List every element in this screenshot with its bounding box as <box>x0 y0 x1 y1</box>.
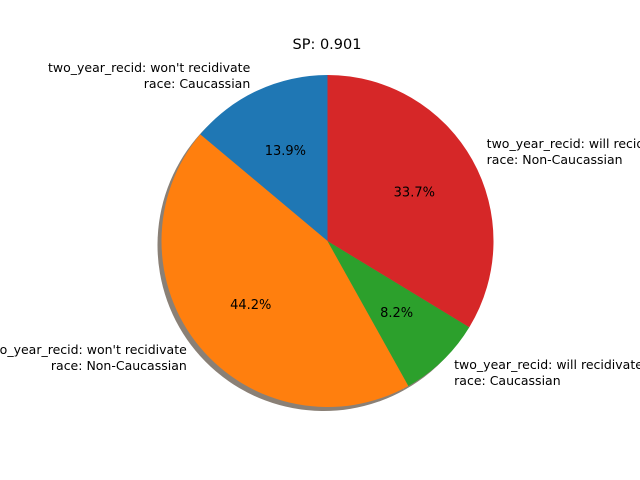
chart-title: SP: 0.901 <box>293 37 362 53</box>
slice-label-1-line-1: race: Non-Caucassian <box>51 358 187 373</box>
pie-slice-2 <box>327 241 470 386</box>
pie-slice-3 <box>327 75 494 328</box>
percent-label-0: 13.9% <box>265 144 306 159</box>
percent-labels: 13.9% 44.2% 8.2% 33.7% <box>230 144 435 321</box>
percent-label-2: 8.2% <box>380 306 413 321</box>
percent-label-1: 44.2% <box>230 298 271 313</box>
slice-label-3-line-1: race: Non-Caucassian <box>487 152 623 167</box>
pie-slice-0 <box>200 75 328 241</box>
pie-slice-1 <box>161 134 409 408</box>
percent-label-3: 33.7% <box>394 186 435 201</box>
slice-label-3-line-0: two_year_recid: will recidivate <box>487 136 640 151</box>
slice-label-2-line-0: two_year_recid: will recidivate <box>454 357 640 372</box>
slice-label-0-line-0: two_year_recid: won't recidivate <box>48 60 251 75</box>
slice-label-0-line-1: race: Caucassian <box>144 76 250 91</box>
slice-label-2-line-1: race: Caucassian <box>454 373 560 388</box>
pie-slices <box>161 75 494 408</box>
slice-label-1-line-0: two_year_recid: won't recidivate <box>0 342 187 357</box>
